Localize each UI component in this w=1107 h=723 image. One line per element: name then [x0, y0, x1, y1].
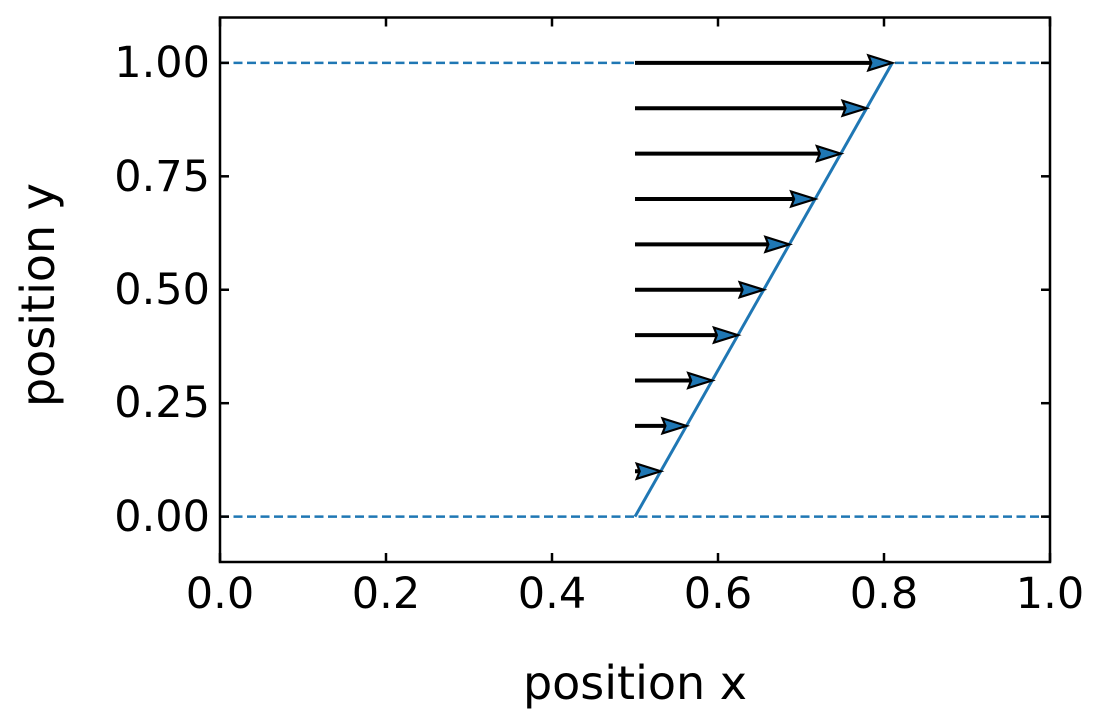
y-tick-label: 0.75: [114, 152, 210, 202]
arrow-head: [737, 280, 768, 299]
y-tick-label: 0.50: [114, 265, 210, 315]
y-tick-label: 1.00: [114, 38, 210, 88]
arrow-head: [686, 371, 716, 390]
arrow-head: [840, 99, 871, 118]
y-tick-label: 0.25: [114, 378, 210, 428]
x-tick-label: 0.4: [517, 569, 587, 619]
x-tick-label: 0.0: [185, 569, 255, 619]
arrow-head: [763, 235, 794, 254]
arrow-head: [712, 325, 742, 345]
arrow-head: [634, 462, 665, 481]
x-tick-label: 0.2: [351, 569, 421, 619]
x-tick-label: 0.8: [849, 569, 919, 619]
arrow-head: [789, 189, 819, 209]
y-axis-label: position y: [11, 182, 65, 408]
arrow-head: [814, 144, 845, 163]
arrow-head: [660, 416, 691, 436]
x-tick-label: 1.0: [1015, 569, 1085, 619]
arrow-head: [866, 53, 896, 73]
y-tick-label: 0.00: [114, 492, 210, 542]
x-tick-label: 0.6: [683, 569, 753, 619]
x-axis-label: position x: [522, 656, 748, 710]
